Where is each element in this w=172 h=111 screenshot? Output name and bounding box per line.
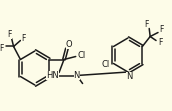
Text: O: O: [66, 40, 72, 49]
Text: F: F: [144, 20, 148, 29]
Text: F: F: [158, 38, 162, 47]
Text: Cl: Cl: [78, 51, 86, 60]
Text: F: F: [0, 44, 4, 53]
Text: F: F: [21, 34, 26, 43]
Text: N: N: [73, 71, 80, 80]
Text: F: F: [8, 30, 12, 39]
Text: Cl: Cl: [101, 60, 110, 69]
Text: F: F: [159, 25, 163, 34]
Text: HN: HN: [46, 71, 59, 80]
Text: N: N: [126, 71, 132, 80]
